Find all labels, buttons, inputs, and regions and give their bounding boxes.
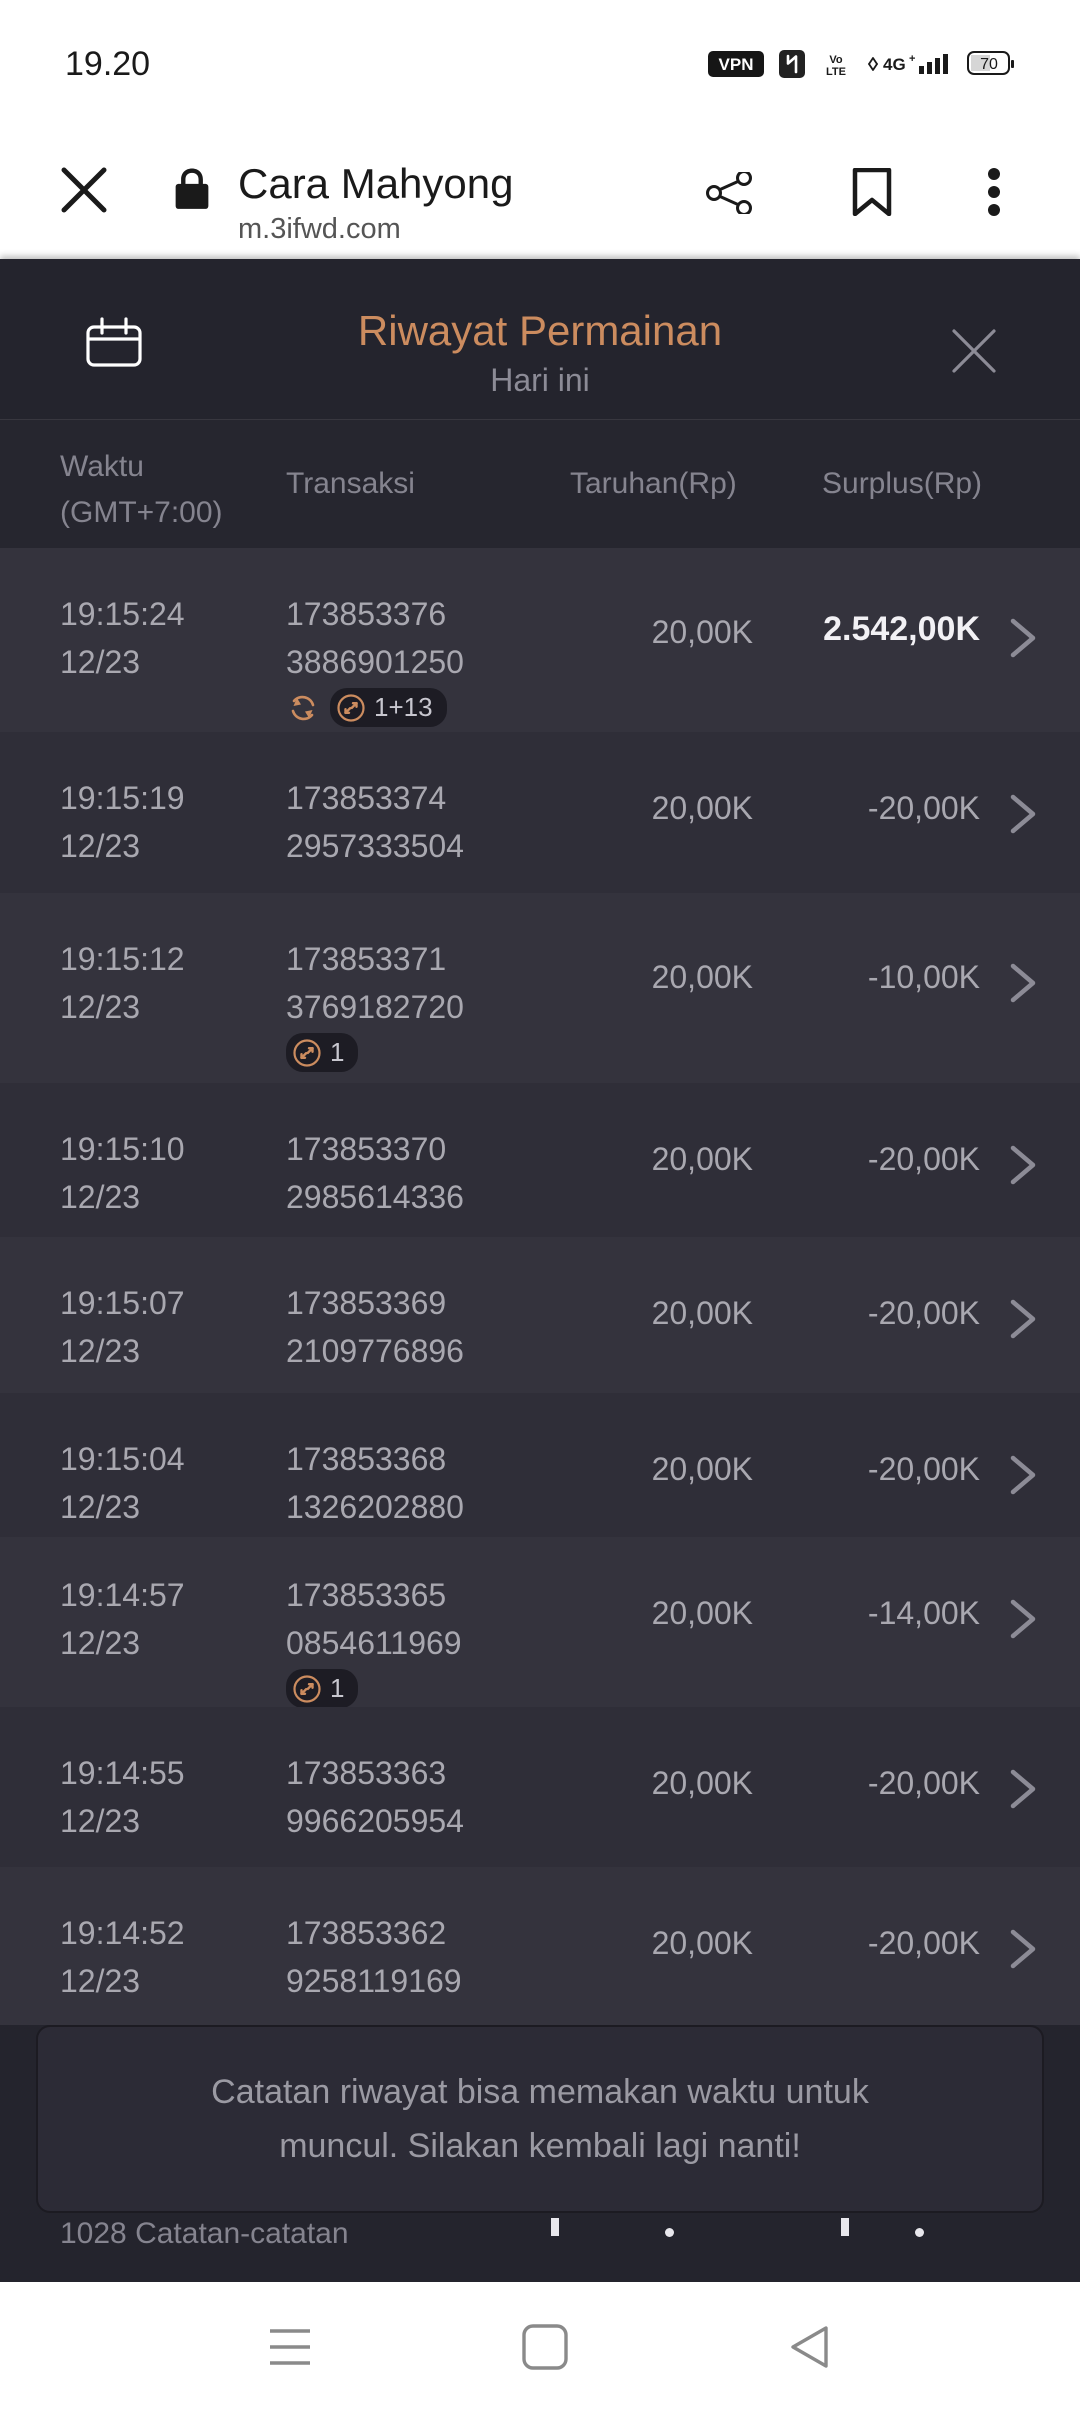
svg-text:LTE: LTE	[826, 66, 846, 78]
svg-text:+: +	[909, 53, 915, 65]
svg-text:4G: 4G	[883, 55, 906, 74]
svg-text:VPN: VPN	[719, 55, 754, 74]
svg-text:70: 70	[980, 56, 998, 73]
svg-text:Vo: Vo	[829, 54, 843, 66]
